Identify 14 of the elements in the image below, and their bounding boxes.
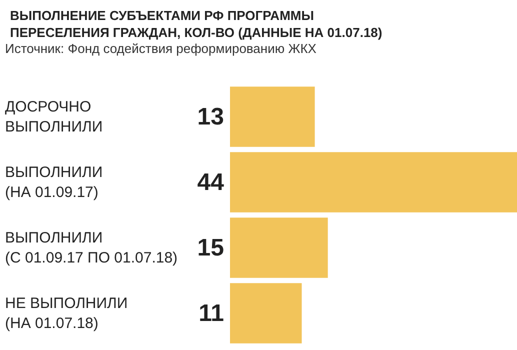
y-tick-label: ВЫПОЛНИЛИ (С 01.09.17 ПО 01.07.18) xyxy=(5,229,178,266)
data-label: 13 xyxy=(197,103,224,130)
bar xyxy=(230,283,302,344)
y-tick-label: ДОСРОЧНО ВЫПОЛНИЛИ xyxy=(5,98,103,136)
bar xyxy=(230,218,328,278)
data-label: 11 xyxy=(198,300,224,327)
data-label: 44 xyxy=(197,168,225,196)
bar xyxy=(230,86,315,147)
y-tick-label: НЕ ВЫПОЛНИЛИ (НА 01.07.18) xyxy=(5,294,128,332)
bar xyxy=(230,152,517,212)
chart-title: ВЫПОЛНЕНИЕ СУБЪЕКТАМИ РФ ПРОГРАММЫ ПЕРЕСЕЛЕНИЯ ГРАЖДАН, КОЛ-ВО (ДАННЫЕ НА 01.07.18) xyxy=(10,8,382,40)
data-label: 15 xyxy=(197,234,224,262)
text: Источник: Фонд содействия реформированию ЖКХ xyxy=(5,41,317,56)
y-tick-label: ВЫПОЛНИЛИ (НА 01.09.17) xyxy=(5,164,103,201)
